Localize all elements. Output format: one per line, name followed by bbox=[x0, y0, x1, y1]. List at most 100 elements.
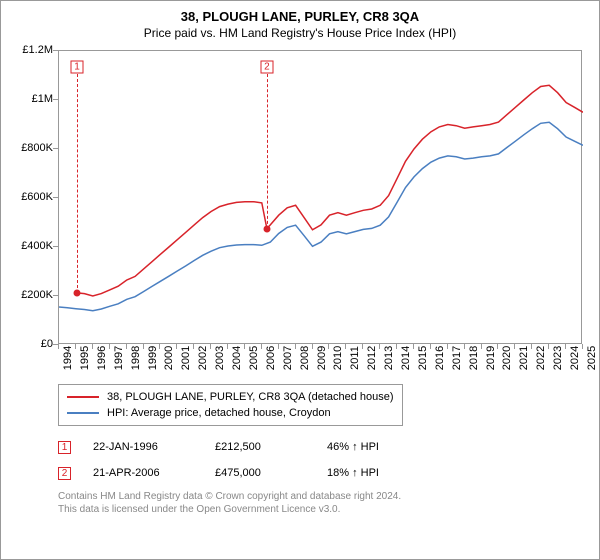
x-tick bbox=[565, 344, 566, 349]
x-axis-label: 2020 bbox=[501, 346, 513, 370]
x-axis-label: 2005 bbox=[248, 346, 260, 370]
price-series-line bbox=[77, 85, 583, 296]
x-tick bbox=[176, 344, 177, 349]
legend-label: 38, PLOUGH LANE, PURLEY, CR8 3QA (detach… bbox=[107, 391, 394, 403]
x-tick bbox=[430, 344, 431, 349]
sale-dot bbox=[263, 225, 270, 232]
y-tick bbox=[53, 99, 58, 100]
y-tick bbox=[53, 197, 58, 198]
x-axis-label: 1996 bbox=[96, 346, 108, 370]
x-axis-label: 2007 bbox=[282, 346, 294, 370]
x-axis-label: 2012 bbox=[366, 346, 378, 370]
x-axis-label: 1997 bbox=[113, 346, 125, 370]
x-tick bbox=[295, 344, 296, 349]
legend-box: 38, PLOUGH LANE, PURLEY, CR8 3QA (detach… bbox=[58, 384, 403, 426]
chart-container: 38, PLOUGH LANE, PURLEY, CR8 3QA Price p… bbox=[0, 0, 600, 560]
x-axis-label: 2021 bbox=[518, 346, 530, 370]
x-axis-label: 2011 bbox=[349, 346, 361, 370]
x-tick bbox=[109, 344, 110, 349]
x-axis-label: 2000 bbox=[163, 346, 175, 370]
sale-price: £212,500 bbox=[215, 441, 305, 453]
x-axis-label: 2008 bbox=[299, 346, 311, 370]
y-axis-label: £600K bbox=[11, 191, 53, 203]
x-tick bbox=[582, 344, 583, 349]
x-tick bbox=[210, 344, 211, 349]
footer-line-2: This data is licensed under the Open Gov… bbox=[58, 503, 589, 516]
x-axis-label: 1999 bbox=[147, 346, 159, 370]
chart-title: 38, PLOUGH LANE, PURLEY, CR8 3QA bbox=[11, 9, 589, 24]
x-tick bbox=[58, 344, 59, 349]
x-tick bbox=[447, 344, 448, 349]
x-tick bbox=[345, 344, 346, 349]
x-axis-label: 1998 bbox=[130, 346, 142, 370]
x-tick bbox=[379, 344, 380, 349]
x-axis-label: 2013 bbox=[383, 346, 395, 370]
x-tick bbox=[464, 344, 465, 349]
x-tick bbox=[413, 344, 414, 349]
series-svg bbox=[59, 51, 583, 345]
x-tick bbox=[126, 344, 127, 349]
x-axis-label: 1995 bbox=[79, 346, 91, 370]
x-axis-label: 2006 bbox=[265, 346, 277, 370]
x-axis-label: 2004 bbox=[231, 346, 243, 370]
y-tick bbox=[53, 295, 58, 296]
x-tick bbox=[75, 344, 76, 349]
y-axis-label: £800K bbox=[11, 142, 53, 154]
x-tick bbox=[92, 344, 93, 349]
sale-date: 21-APR-2006 bbox=[93, 467, 193, 479]
y-axis-label: £1M bbox=[11, 93, 53, 105]
x-tick bbox=[481, 344, 482, 349]
sale-marker: 2 bbox=[58, 467, 71, 480]
sale-pct: 46% ↑ HPI bbox=[327, 441, 379, 453]
x-tick bbox=[312, 344, 313, 349]
y-tick bbox=[53, 50, 58, 51]
y-axis-label: £400K bbox=[11, 240, 53, 252]
x-tick bbox=[261, 344, 262, 349]
sale-marker-on-chart: 2 bbox=[260, 61, 273, 74]
x-axis-label: 2009 bbox=[316, 346, 328, 370]
x-tick bbox=[278, 344, 279, 349]
y-axis-label: £0 bbox=[11, 338, 53, 350]
x-axis-label: 2023 bbox=[552, 346, 564, 370]
sale-row: 1 22-JAN-1996 £212,500 46% ↑ HPI bbox=[58, 436, 589, 458]
y-tick bbox=[53, 148, 58, 149]
sale-marker: 1 bbox=[58, 441, 71, 454]
x-tick bbox=[396, 344, 397, 349]
x-tick bbox=[548, 344, 549, 349]
chart-area: 1 2 £0 £200K £400K £600K £800K £1M £1.2M 1994 199… bbox=[11, 46, 589, 382]
legend-line-swatch bbox=[67, 396, 99, 398]
x-axis-label: 2015 bbox=[417, 346, 429, 370]
sale-price: £475,000 bbox=[215, 467, 305, 479]
x-tick bbox=[143, 344, 144, 349]
sale-rows: 1 22-JAN-1996 £212,500 46% ↑ HPI 2 21-APR-200… bbox=[58, 436, 589, 484]
x-axis-label: 2025 bbox=[586, 346, 598, 370]
x-axis-label: 2014 bbox=[400, 346, 412, 370]
sale-pct: 18% ↑ HPI bbox=[327, 467, 379, 479]
x-axis-label: 2002 bbox=[197, 346, 209, 370]
x-axis-label: 2018 bbox=[468, 346, 480, 370]
hpi-series-line bbox=[59, 122, 583, 310]
sale-vline bbox=[77, 74, 78, 293]
footer-text: Contains HM Land Registry data © Crown c… bbox=[58, 490, 589, 516]
legend-row: HPI: Average price, detached house, Croy… bbox=[67, 405, 394, 421]
x-axis-label: 2010 bbox=[332, 346, 344, 370]
x-tick bbox=[159, 344, 160, 349]
legend-line-swatch bbox=[67, 412, 99, 414]
x-axis-label: 2019 bbox=[485, 346, 497, 370]
y-axis-label: £200K bbox=[11, 289, 53, 301]
x-axis-label: 1994 bbox=[62, 346, 74, 370]
x-axis-label: 2022 bbox=[535, 346, 547, 370]
x-axis-label: 2024 bbox=[569, 346, 581, 370]
x-tick bbox=[362, 344, 363, 349]
x-tick bbox=[328, 344, 329, 349]
sale-vline bbox=[267, 74, 268, 229]
x-axis-label: 2001 bbox=[180, 346, 192, 370]
y-axis-label: £1.2M bbox=[11, 44, 53, 56]
footer-line-1: Contains HM Land Registry data © Crown c… bbox=[58, 490, 589, 503]
sale-date: 22-JAN-1996 bbox=[93, 441, 193, 453]
x-axis-label: 2017 bbox=[451, 346, 463, 370]
x-axis-label: 2016 bbox=[434, 346, 446, 370]
legend-row: 38, PLOUGH LANE, PURLEY, CR8 3QA (detach… bbox=[67, 389, 394, 405]
x-tick bbox=[227, 344, 228, 349]
sale-marker-on-chart: 1 bbox=[71, 61, 84, 74]
